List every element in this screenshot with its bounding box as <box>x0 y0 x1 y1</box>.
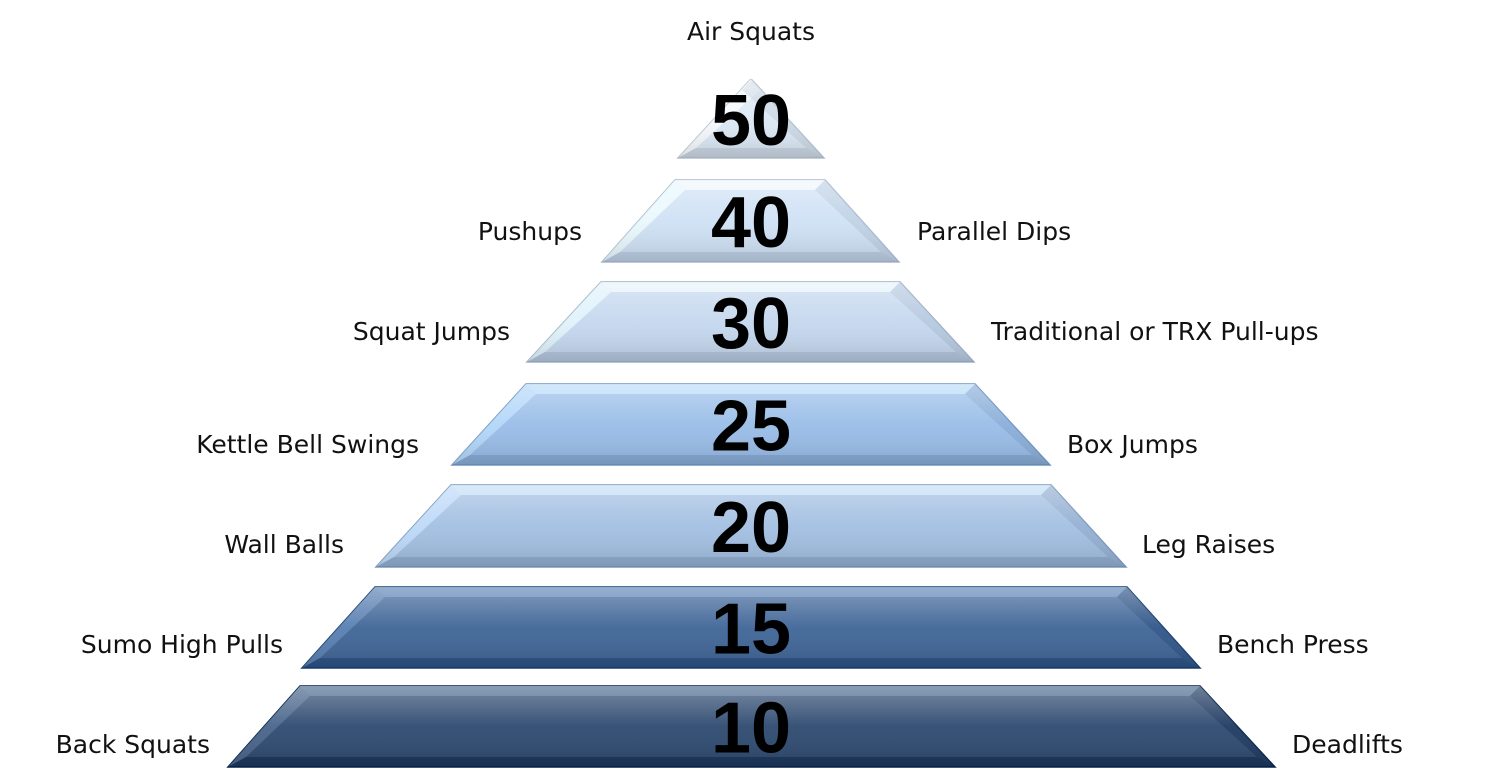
pyramid-tier-30: 30 <box>525 281 976 364</box>
rep-count: 30 <box>711 284 791 364</box>
rep-count: 10 <box>711 689 791 769</box>
pyramid-tier-40: 40 <box>600 179 901 263</box>
rep-count: 40 <box>711 183 791 263</box>
exercise-label-right: Deadlifts <box>1292 730 1403 759</box>
exercise-label-left: Squat Jumps <box>352 317 510 346</box>
tier-gloss <box>602 180 899 262</box>
tier-gloss <box>376 485 1126 567</box>
rep-count: 15 <box>711 590 791 670</box>
rep-count: 25 <box>711 387 791 467</box>
exercise-label-top: Air Squats <box>686 17 815 46</box>
exercise-label-right: Bench Press <box>1217 630 1369 659</box>
rep-count: 20 <box>711 488 791 568</box>
tier-gloss <box>228 686 1275 767</box>
pyramid-tier-20: 20 <box>374 484 1128 568</box>
pyramid-tier-50: 50 <box>676 79 826 161</box>
rep-count: 50 <box>711 81 791 161</box>
exercise-label-left: Pushups <box>477 217 582 246</box>
exercise-label-left: Kettle Bell Swings <box>196 430 419 459</box>
tier-gloss <box>527 282 974 362</box>
tier-gloss <box>452 384 1050 465</box>
pyramid-tier-15: 15 <box>300 586 1202 670</box>
exercise-label-right: Leg Raises <box>1142 530 1276 559</box>
tier-gloss <box>678 80 824 158</box>
exercise-label-right: Box Jumps <box>1067 430 1198 459</box>
tier-gloss <box>302 587 1200 668</box>
exercise-label-left: Sumo High Pulls <box>80 630 283 659</box>
exercise-label-left: Back Squats <box>55 730 210 759</box>
pyramid-tier-25: 25 <box>450 383 1052 467</box>
exercise-label-right: Traditional or TRX Pull-ups <box>991 317 1319 346</box>
pyramid-tier-10: 10 <box>226 685 1277 769</box>
exercise-label-left: Wall Balls <box>224 530 344 559</box>
exercise-label-right: Parallel Dips <box>917 217 1072 246</box>
